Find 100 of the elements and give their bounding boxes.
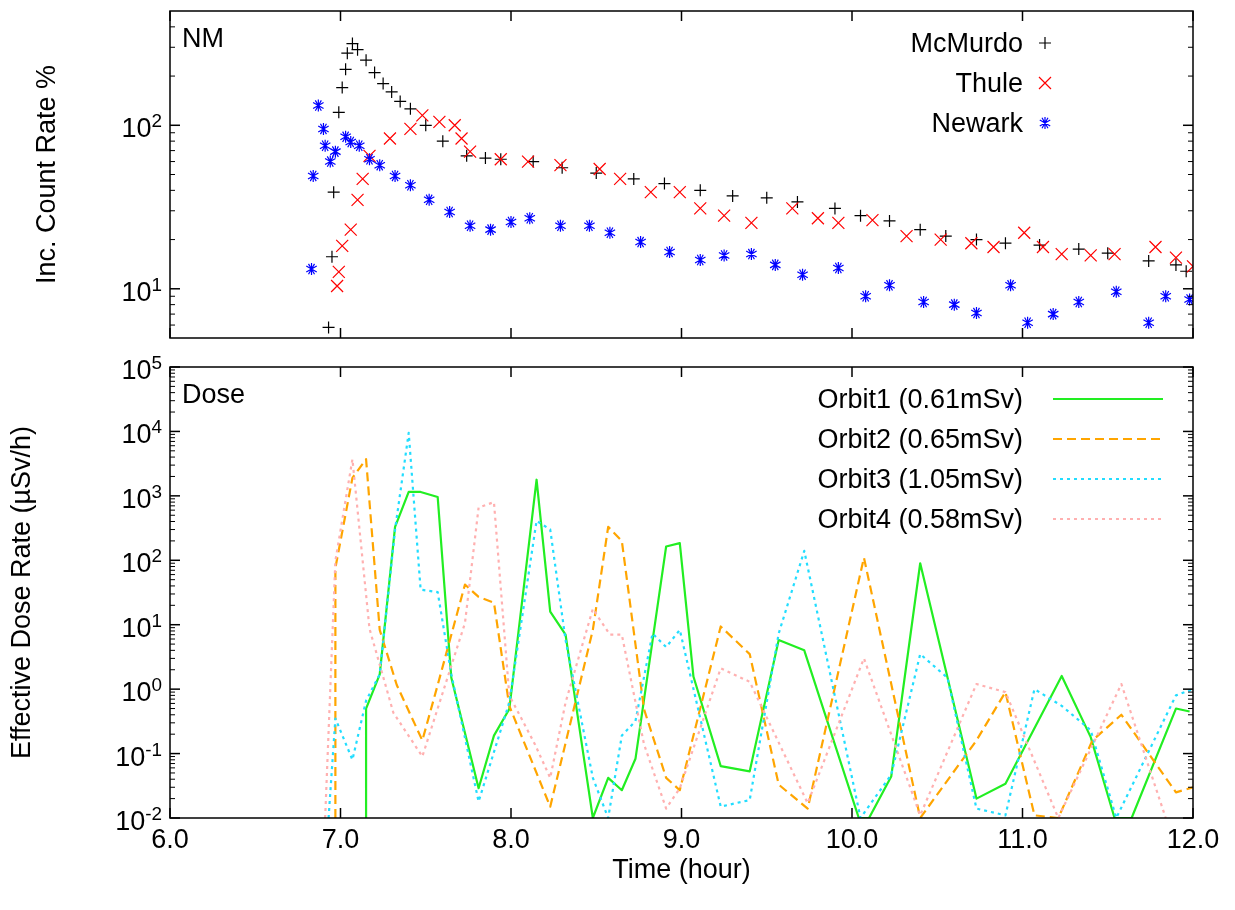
point [745, 247, 758, 261]
point [460, 149, 474, 163]
point [353, 139, 366, 153]
point [1142, 254, 1156, 268]
point [644, 185, 658, 199]
point [393, 94, 407, 108]
point [882, 214, 897, 228]
point [423, 193, 435, 207]
point [464, 219, 476, 233]
point [663, 245, 676, 259]
point [948, 298, 961, 312]
point [1055, 247, 1069, 261]
point [554, 219, 567, 233]
point [694, 253, 707, 267]
point [1047, 307, 1060, 321]
point [693, 201, 707, 216]
point [383, 131, 397, 146]
x-tick-label: 9.0 [662, 824, 701, 854]
legend-label: Orbit1 (0.61mSv) [817, 384, 1023, 414]
point [796, 268, 809, 282]
point [317, 122, 330, 136]
point [332, 265, 346, 279]
x-tick-label: 11.0 [997, 824, 1048, 854]
point [376, 76, 390, 91]
point [404, 178, 417, 192]
point [717, 209, 731, 223]
point [523, 211, 536, 225]
legend-label: Thule [955, 68, 1023, 98]
point [1142, 316, 1155, 330]
y-tick-label: 10$^{4}$ [121, 415, 162, 450]
point [832, 261, 845, 275]
y-tick-label: 10$^{1}$ [121, 273, 162, 307]
point [448, 118, 462, 132]
x-tick-label: 10.0 [825, 824, 879, 854]
point [454, 131, 469, 146]
point [385, 85, 399, 99]
point [373, 158, 386, 172]
point [359, 53, 373, 67]
point [324, 154, 337, 169]
point [307, 169, 320, 183]
y-tick-label: 10$^{2}$ [121, 109, 162, 144]
legend-label: Orbit4 (0.58mSv) [817, 504, 1023, 534]
point [604, 226, 616, 240]
point [335, 239, 349, 253]
point [350, 193, 365, 207]
point [329, 145, 342, 159]
point [859, 289, 872, 303]
point [899, 229, 914, 243]
point [1036, 240, 1050, 254]
point [811, 211, 825, 225]
point [853, 209, 868, 223]
point [964, 236, 978, 250]
y-tick-label: 10$^{1}$ [121, 609, 162, 643]
point [403, 122, 417, 136]
point [934, 232, 948, 247]
point [332, 105, 346, 119]
y-tick-label: 10$^{-1}$ [115, 738, 162, 772]
point [613, 172, 627, 186]
point [883, 278, 896, 292]
point [589, 166, 603, 180]
point [718, 248, 730, 263]
point [432, 115, 446, 129]
annotation: NM [182, 23, 224, 53]
point [344, 223, 358, 237]
point [828, 201, 842, 216]
point [521, 154, 535, 169]
point [969, 232, 984, 247]
point [419, 118, 433, 132]
point [319, 139, 331, 153]
y-tick-label: 10$^{2}$ [121, 544, 162, 579]
point [657, 176, 672, 191]
point [790, 195, 805, 209]
point [505, 215, 517, 229]
point [1101, 246, 1115, 260]
point [1072, 242, 1086, 256]
point [744, 216, 759, 230]
legend-label: Orbit2 (0.65mSv) [817, 424, 1023, 454]
point [726, 189, 740, 203]
y-axis-title: Inc. Count Rate % [31, 64, 61, 285]
legend-label: Newark [931, 108, 1024, 138]
point [1084, 248, 1098, 263]
point [1148, 240, 1163, 254]
point [389, 169, 401, 183]
point [970, 306, 983, 320]
point [335, 81, 349, 95]
point [831, 216, 845, 230]
point [1110, 285, 1123, 299]
point [593, 162, 607, 176]
y-tick-label: 10$^{0}$ [121, 673, 162, 708]
point [403, 102, 417, 116]
point [478, 151, 493, 165]
point [1169, 251, 1183, 265]
point [627, 172, 641, 186]
point [986, 240, 1001, 254]
point [693, 183, 707, 197]
point [1159, 289, 1172, 303]
point [327, 185, 341, 199]
point [484, 223, 497, 237]
point [634, 235, 647, 249]
legend-label: McMurdo [910, 28, 1023, 58]
